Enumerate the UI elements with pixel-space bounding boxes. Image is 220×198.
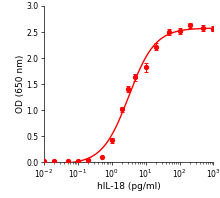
X-axis label: hIL-18 (pg/ml): hIL-18 (pg/ml) [97,182,161,191]
Y-axis label: OD (650 nm): OD (650 nm) [16,55,25,113]
